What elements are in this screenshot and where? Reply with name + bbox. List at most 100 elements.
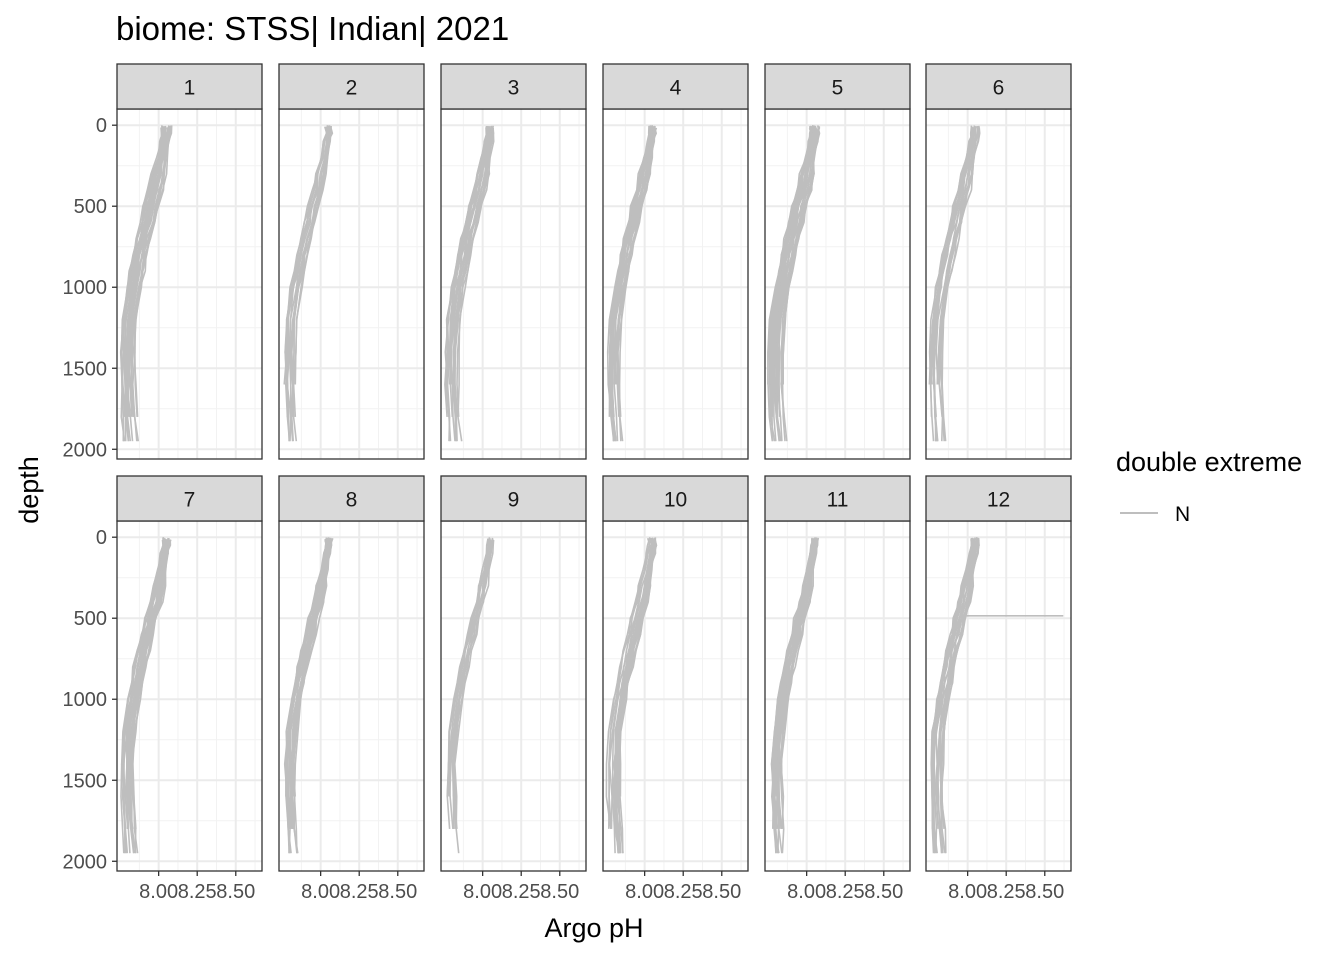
facet-strip [116,63,263,110]
profile-line [931,538,975,797]
facet-panel-6: 6 [925,63,1072,460]
profile-line [615,127,655,385]
panel-background [279,109,424,459]
profile-line [774,127,817,417]
facet-panel-5: 5 [764,63,911,460]
profile-lines [606,125,658,442]
profile-line [120,128,165,442]
facet-strip-label: 5 [832,77,844,100]
profile-line [452,538,494,829]
facet-panel-4: 4 [602,63,749,460]
x-tick-label: 8.00 [625,881,664,903]
profile-line [446,538,491,797]
profile-line [454,127,494,385]
chart-title: biome: STSS| Indian| 2021 [116,10,509,47]
facet-strip [440,63,587,110]
y-tick-label: 1500 [63,770,108,792]
profile-line [128,126,170,417]
profile-lines [120,537,172,854]
panel-background [441,521,586,871]
profile-lines [605,537,658,854]
y-axis: 0 500 1000 1500 2000 0 500 1000 1500 2000 [63,115,117,873]
facet-strip-label: 6 [993,77,1005,100]
y-tick-label: 500 [74,196,107,218]
x-tick-label: 8.50 [702,881,741,903]
profile-lines [446,537,495,854]
y-tick-label: 0 [96,115,107,137]
profile-line [931,537,974,854]
x-tick-label: 8.25 [987,881,1026,903]
x-tick-label: 8.25 [178,881,217,903]
profile-line [618,538,657,797]
facet-panels: 1 2 3 4 5 67 8 9 10 11 12 [116,63,1072,872]
profile-lines [928,125,981,442]
facet-panel-9: 9 [440,475,587,872]
facet-panel-7: 7 [116,475,263,872]
facet-strip [602,475,749,522]
x-tick-label: 8.00 [139,881,178,903]
profile-line [608,538,652,829]
profile-lines [930,537,1064,854]
panel-background [926,109,1071,459]
profile-line [611,126,654,442]
facet-strip [764,63,911,110]
profile-line [125,538,166,797]
legend: double extreme N [1116,447,1302,526]
x-axis-title: Argo pH [544,913,643,943]
x-tick-label: 8.00 [301,881,340,903]
profile-line [285,538,327,829]
profile-line [938,127,979,385]
legend-entry-n: N [1175,503,1190,526]
profile-lines [444,125,495,442]
y-tick-label: 500 [74,608,107,630]
facet-strip-label: 10 [664,489,687,512]
facet-panel-8: 8 [278,475,425,872]
facet-strip [278,475,425,522]
facet-strip [116,475,263,522]
profile-line [129,538,170,854]
facet-strip-label: 4 [670,77,682,100]
facet-panel-2: 2 [278,63,425,460]
x-tick-label: 8.25 [502,881,541,903]
y-tick-label: 2000 [63,439,108,461]
facet-strip-label: 8 [346,489,358,512]
profile-line [929,125,974,442]
facet-strip-label: 1 [184,77,196,100]
facet-strip-label: 7 [184,489,196,512]
profile-line [774,125,816,417]
profile-lines [770,537,820,854]
y-axis-title: depth [14,456,44,524]
profile-line [127,128,170,385]
profile-line [453,539,495,854]
x-tick-label: 8.25 [826,881,865,903]
profile-lines [283,537,334,854]
facet-strip-label: 3 [508,77,520,100]
y-tick-label: 0 [96,527,107,549]
facet-panel-1: 1 [116,63,263,460]
x-tick-label: 8.50 [216,881,255,903]
facet-panel-3: 3 [440,63,587,460]
profile-line [768,127,813,442]
profile-line [780,537,820,829]
facet-strip-label: 9 [508,489,520,512]
profile-line [292,125,332,442]
profile-line [289,537,330,797]
facet-strip-label: 2 [346,77,358,100]
profile-line [131,540,172,854]
profile-line [446,538,490,829]
profile-lines [767,124,821,442]
y-tick-label: 1000 [63,689,108,711]
y-tick-label: 1500 [63,358,108,380]
x-tick-label: 8.00 [787,881,826,903]
facet-strip [278,63,425,110]
facet-strip-label: 12 [987,489,1010,512]
x-tick-label: 8.25 [340,881,379,903]
facet-strip [764,475,911,522]
panel-background [279,521,424,871]
profile-line [613,128,655,442]
profile-line [935,537,978,829]
profile-line [780,538,818,797]
facet-strip [602,63,749,110]
profile-line [935,127,977,385]
